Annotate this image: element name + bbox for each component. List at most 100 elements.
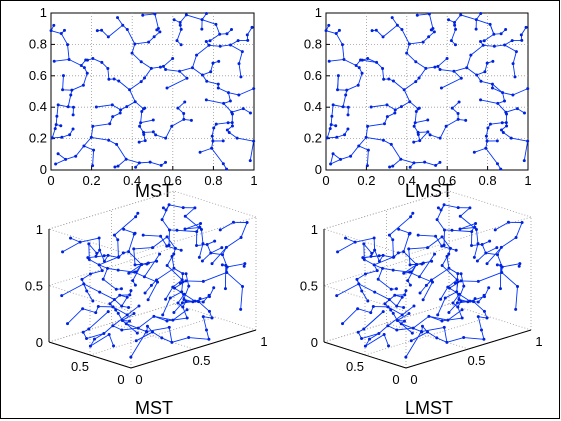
node-point <box>86 59 89 62</box>
tree-edge <box>82 274 90 279</box>
node-point <box>98 291 101 294</box>
tree-edge <box>226 237 241 247</box>
tree-edge <box>437 338 447 342</box>
node-point <box>202 280 205 283</box>
node-point <box>103 254 106 257</box>
node-point <box>345 89 348 92</box>
node-point <box>512 62 515 65</box>
node-point <box>170 125 173 128</box>
tree-edge <box>118 240 119 258</box>
node-point <box>465 66 468 69</box>
node-point <box>153 35 156 38</box>
node-point <box>440 208 443 211</box>
node-point <box>477 280 480 283</box>
node-point <box>98 249 101 252</box>
node-point <box>335 136 338 139</box>
tree-edge <box>83 309 96 313</box>
node-point <box>457 118 460 121</box>
node-point <box>372 305 375 308</box>
node-point <box>409 284 412 287</box>
node-point <box>195 230 198 233</box>
node-point <box>120 287 123 290</box>
node-point <box>408 100 411 103</box>
node-point <box>361 72 364 75</box>
node-point <box>461 317 464 320</box>
node-point <box>412 327 415 330</box>
node-point <box>174 247 177 250</box>
node-point <box>453 21 456 24</box>
node-point <box>160 336 163 339</box>
tree-edge <box>379 326 388 334</box>
node-point <box>459 279 462 282</box>
node-point <box>60 294 63 297</box>
node-point <box>343 133 346 136</box>
node-point <box>125 322 128 325</box>
node-point <box>493 45 496 48</box>
tree-edge <box>418 235 435 236</box>
node-point <box>119 108 122 111</box>
node-point <box>129 356 132 359</box>
node-point <box>200 28 203 31</box>
node-point <box>134 215 137 218</box>
node-point <box>357 144 360 147</box>
node-point <box>242 107 245 110</box>
node-point <box>393 294 396 297</box>
node-point <box>433 253 436 256</box>
node-point <box>211 62 214 65</box>
node-point <box>195 244 198 247</box>
node-point <box>125 105 128 108</box>
node-point <box>168 203 171 206</box>
node-point <box>138 125 141 128</box>
node-point <box>523 159 526 162</box>
node-point <box>83 66 86 69</box>
node-point <box>120 305 123 308</box>
node-point <box>482 338 485 341</box>
node-point <box>426 331 429 334</box>
node-point <box>456 306 459 309</box>
tree-edge <box>338 242 356 252</box>
node-point <box>473 226 476 229</box>
node-point <box>477 315 480 318</box>
node-point <box>419 292 422 295</box>
node-point <box>495 246 498 249</box>
node-point <box>370 252 373 255</box>
tree-edge <box>444 205 458 208</box>
node-point <box>126 296 129 299</box>
node-point <box>162 65 165 68</box>
node-point <box>66 322 69 325</box>
node-point <box>116 238 119 241</box>
node-point <box>222 162 225 165</box>
chart-caption: MST <box>135 398 173 418</box>
node-point <box>206 243 209 246</box>
tree-edge <box>486 248 497 253</box>
node-point <box>95 252 98 255</box>
node-point <box>212 286 215 289</box>
node-point <box>251 26 254 29</box>
node-point <box>164 161 167 164</box>
node-point <box>491 83 494 86</box>
tree-edge <box>103 268 107 279</box>
node-point <box>197 300 200 303</box>
node-point <box>249 159 252 162</box>
node-point <box>403 320 406 323</box>
node-point <box>501 121 504 124</box>
node-point <box>431 27 434 30</box>
tree-edge <box>170 292 181 298</box>
node-point <box>176 39 179 42</box>
node-point <box>134 100 137 103</box>
tree-edge <box>431 268 448 280</box>
node-point <box>72 113 75 116</box>
node-point <box>483 39 486 42</box>
node-point <box>179 282 182 285</box>
node-point <box>446 255 449 258</box>
node-point <box>375 61 378 64</box>
tree-edge <box>375 292 390 299</box>
node-point <box>154 133 157 136</box>
node-point <box>217 83 220 86</box>
node-point <box>89 272 92 275</box>
node-point <box>433 30 436 33</box>
node-point <box>482 44 485 47</box>
node-point <box>412 304 415 307</box>
node-point <box>152 130 155 133</box>
